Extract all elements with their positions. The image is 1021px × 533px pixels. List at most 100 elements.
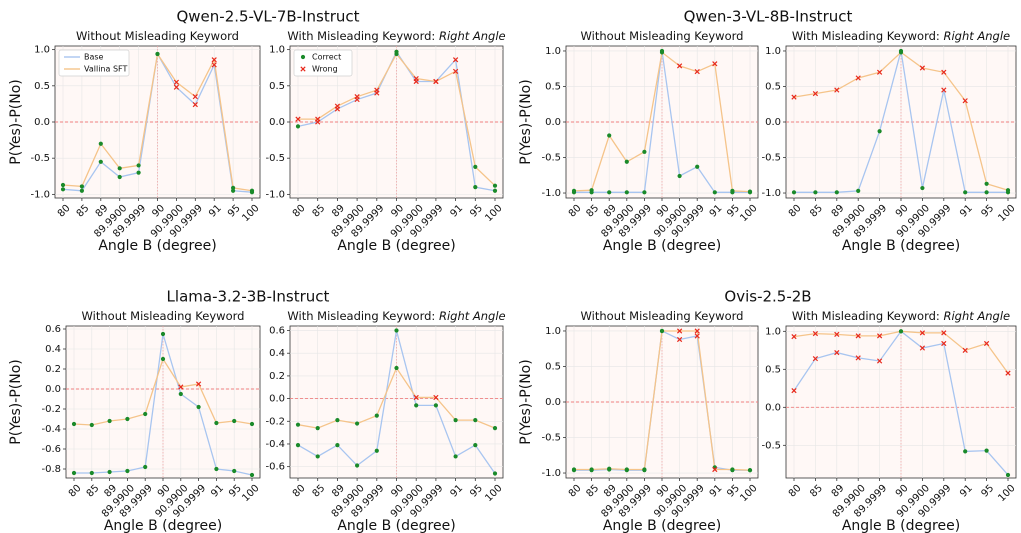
wrong-marker bbox=[334, 103, 341, 109]
y-tick-label: -1.0 bbox=[541, 188, 561, 199]
correct-marker bbox=[712, 190, 717, 195]
correct-marker bbox=[877, 129, 882, 134]
group-title: Qwen-3-VL-8B-Instruct bbox=[684, 8, 853, 26]
x-tick-label: 85 bbox=[584, 203, 601, 220]
wrong-marker-stroke bbox=[334, 103, 341, 109]
wrong-marker bbox=[676, 63, 683, 69]
correct-marker bbox=[295, 443, 301, 448]
y-tick-label: 1.0 bbox=[765, 46, 781, 57]
y-tick-label: 0.5 bbox=[765, 364, 781, 375]
legend-wrong-swatch bbox=[300, 66, 306, 72]
wrong-marker-stroke bbox=[712, 61, 718, 67]
wrong-marker bbox=[919, 330, 926, 336]
wrong-marker-stroke bbox=[919, 345, 926, 351]
wrong-marker bbox=[919, 65, 926, 71]
y-tick-label: -1.0 bbox=[761, 188, 781, 199]
correct-marker bbox=[453, 454, 458, 459]
correct-marker bbox=[335, 418, 340, 423]
y-tick-label: -0.6 bbox=[265, 462, 285, 473]
wrong-marker-stroke bbox=[192, 94, 198, 100]
correct-marker bbox=[155, 51, 160, 57]
wrong-marker bbox=[876, 358, 883, 364]
y-tick-label: 0.0 bbox=[545, 117, 561, 128]
wrong-marker-stroke bbox=[195, 381, 202, 387]
correct-marker bbox=[125, 468, 130, 474]
correct-marker bbox=[747, 468, 753, 473]
legend-markers: Correct Wrong bbox=[293, 49, 353, 77]
group-title: Qwen-2.5-VL-7B-Instruct bbox=[176, 8, 359, 26]
wrong-marker bbox=[834, 349, 840, 356]
correct-marker bbox=[453, 418, 458, 423]
correct-marker bbox=[695, 164, 700, 169]
wrong-marker bbox=[834, 87, 840, 93]
wrong-marker bbox=[791, 387, 797, 394]
correct-marker bbox=[920, 185, 925, 191]
correct-marker bbox=[231, 185, 236, 190]
x-tick-label: 90 bbox=[894, 483, 911, 500]
x-tick-label: 91 bbox=[448, 203, 465, 220]
wrong-marker bbox=[452, 57, 459, 63]
x-tick-label: 91 bbox=[209, 483, 226, 500]
x-axis-label: Angle B (degree) bbox=[98, 238, 216, 254]
correct-marker bbox=[394, 51, 399, 57]
y-tick-label: -0.4 bbox=[265, 439, 285, 450]
wrong-marker bbox=[855, 333, 861, 339]
correct-marker bbox=[60, 182, 66, 188]
correct-marker bbox=[473, 185, 478, 190]
y-tick-label: -0.2 bbox=[265, 416, 285, 427]
correct-marker bbox=[571, 188, 577, 193]
group-title: Ovis-2.5-2B bbox=[724, 288, 811, 306]
correct-marker bbox=[249, 188, 255, 193]
y-tick-label: 0.5 bbox=[545, 361, 561, 372]
wrong-marker bbox=[1005, 370, 1011, 376]
correct-marker bbox=[143, 464, 148, 470]
correct-marker bbox=[249, 421, 255, 427]
y-tick-label: 0.5 bbox=[34, 81, 50, 92]
correct-marker bbox=[79, 188, 84, 193]
wrong-marker bbox=[413, 394, 419, 401]
wrong-marker bbox=[433, 78, 439, 85]
correct-marker bbox=[196, 404, 201, 410]
correct-marker bbox=[791, 190, 797, 195]
y-tick-label: 0.5 bbox=[545, 81, 561, 92]
wrong-marker bbox=[211, 57, 217, 63]
wrong-marker-stroke bbox=[919, 330, 926, 336]
wrong-marker bbox=[919, 345, 926, 351]
correct-marker bbox=[589, 188, 594, 193]
legend-wrong-label: Wrong bbox=[312, 65, 338, 74]
correct-marker bbox=[232, 418, 237, 424]
wrong-marker-stroke bbox=[941, 330, 947, 336]
wrong-marker-stroke bbox=[676, 328, 683, 334]
wrong-marker-stroke bbox=[192, 102, 198, 108]
correct-marker bbox=[984, 448, 989, 453]
correct-marker bbox=[473, 418, 478, 423]
correct-marker bbox=[394, 328, 399, 333]
x-tick-label: 90 bbox=[894, 203, 911, 220]
wrong-marker-stroke bbox=[676, 63, 683, 69]
correct-marker bbox=[492, 183, 498, 188]
legend-box bbox=[293, 49, 353, 77]
wrong-marker bbox=[712, 61, 718, 67]
correct-marker bbox=[898, 50, 904, 55]
correct-marker bbox=[60, 187, 66, 192]
wrong-marker-stroke bbox=[812, 356, 819, 362]
y-tick-label: 0.0 bbox=[765, 117, 781, 128]
correct-marker bbox=[125, 416, 130, 422]
wrong-marker-stroke bbox=[178, 384, 184, 390]
legend-sft-label: Vallina SFT bbox=[84, 65, 127, 74]
correct-marker bbox=[642, 190, 647, 195]
y-tick-label: 0.2 bbox=[45, 364, 61, 375]
x-tick-label: 91 bbox=[448, 483, 465, 500]
wrong-marker bbox=[452, 68, 459, 74]
wrong-marker-stroke bbox=[452, 57, 459, 63]
wrong-marker bbox=[413, 75, 419, 82]
wrong-marker bbox=[195, 381, 202, 387]
x-tick-label: 85 bbox=[85, 483, 102, 500]
y-tick-label: 0.0 bbox=[45, 384, 61, 395]
subplot-title-keyword: Right Angle bbox=[943, 309, 1010, 323]
x-tick-label: 80 bbox=[567, 203, 584, 220]
x-tick-label: 95 bbox=[468, 483, 485, 500]
correct-marker bbox=[98, 141, 103, 146]
wrong-marker bbox=[178, 384, 184, 390]
